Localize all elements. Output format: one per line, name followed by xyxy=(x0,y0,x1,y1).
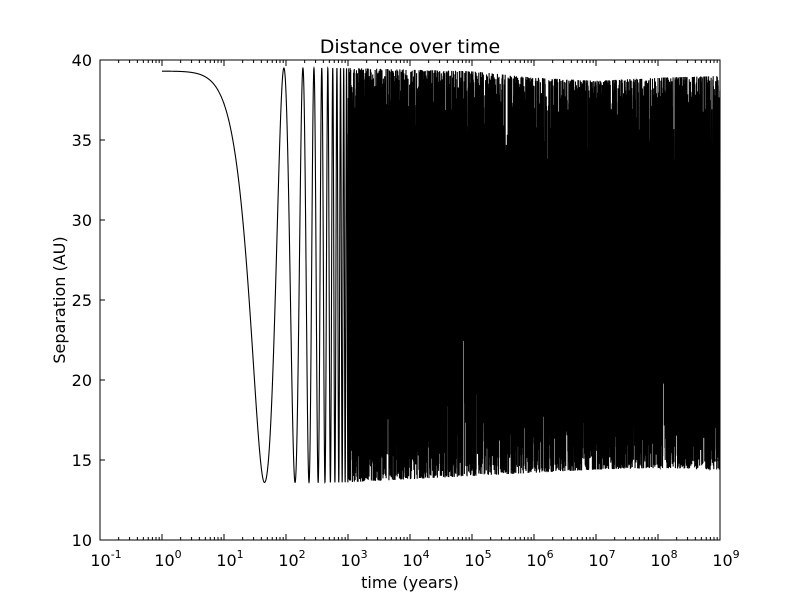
y-tick-label: 15 xyxy=(72,451,92,470)
x-tick-label-exponent: 8 xyxy=(671,548,678,561)
x-tick-label-base: 10 xyxy=(90,551,110,570)
x-tick-label-base: 10 xyxy=(216,551,236,570)
x-axis: 10-1 100 101 102 103 104 105 106 107 108 109 xyxy=(90,60,740,570)
x-tick-label: 10-1 xyxy=(90,548,121,570)
x-tick-label-exponent: 7 xyxy=(609,548,616,561)
x-tick-label: 100 xyxy=(154,548,181,570)
x-tick-label: 101 xyxy=(216,548,243,570)
x-tick-label-exponent: 2 xyxy=(299,548,306,561)
chart-title: Distance over time xyxy=(320,36,500,58)
x-tick-label: 108 xyxy=(650,548,677,570)
y-tick-label: 40 xyxy=(72,51,92,70)
x-tick-label-base: 10 xyxy=(650,551,670,570)
x-tick-label: 109 xyxy=(712,548,739,570)
x-tick-label-exponent: 5 xyxy=(485,548,492,561)
x-tick-label-exponent: 4 xyxy=(423,548,430,561)
y-tick-label: 25 xyxy=(72,291,92,310)
y-tick-label: 30 xyxy=(72,211,92,230)
x-tick-label-base: 10 xyxy=(154,551,174,570)
x-tick-label: 104 xyxy=(402,548,429,570)
y-tick-label: 35 xyxy=(72,131,92,150)
x-tick-label-base: 10 xyxy=(526,551,546,570)
x-tick-label-exponent: 0 xyxy=(175,548,182,561)
y-tick-label: 20 xyxy=(72,371,92,390)
x-tick-label-base: 10 xyxy=(712,551,732,570)
x-tick-label-exponent: 1 xyxy=(237,548,244,561)
x-tick-label-exponent: 3 xyxy=(361,548,368,561)
x-axis-label: time (years) xyxy=(361,573,459,592)
x-tick-label: 105 xyxy=(464,548,491,570)
x-tick-label-base: 10 xyxy=(278,551,298,570)
y-tick-label: 10 xyxy=(72,531,92,550)
x-tick-label-base: 10 xyxy=(588,551,608,570)
y-axis-label: Separation (AU) xyxy=(50,236,69,363)
x-tick-label: 106 xyxy=(526,548,553,570)
x-tick-label: 107 xyxy=(588,548,615,570)
series-layer xyxy=(162,66,721,484)
x-tick-label-exponent: 6 xyxy=(547,548,554,561)
separation-series-line xyxy=(162,66,721,484)
x-tick-label-base: 10 xyxy=(464,551,484,570)
x-tick-label: 102 xyxy=(278,548,305,570)
x-tick-label-exponent: 9 xyxy=(733,548,740,561)
x-tick-label-base: 10 xyxy=(340,551,360,570)
x-tick-label-exponent: -1 xyxy=(111,548,122,561)
x-tick-label-base: 10 xyxy=(402,551,422,570)
x-tick-label: 103 xyxy=(340,548,367,570)
y-axis: 10 15 20 25 30 35 40 xyxy=(72,51,720,550)
